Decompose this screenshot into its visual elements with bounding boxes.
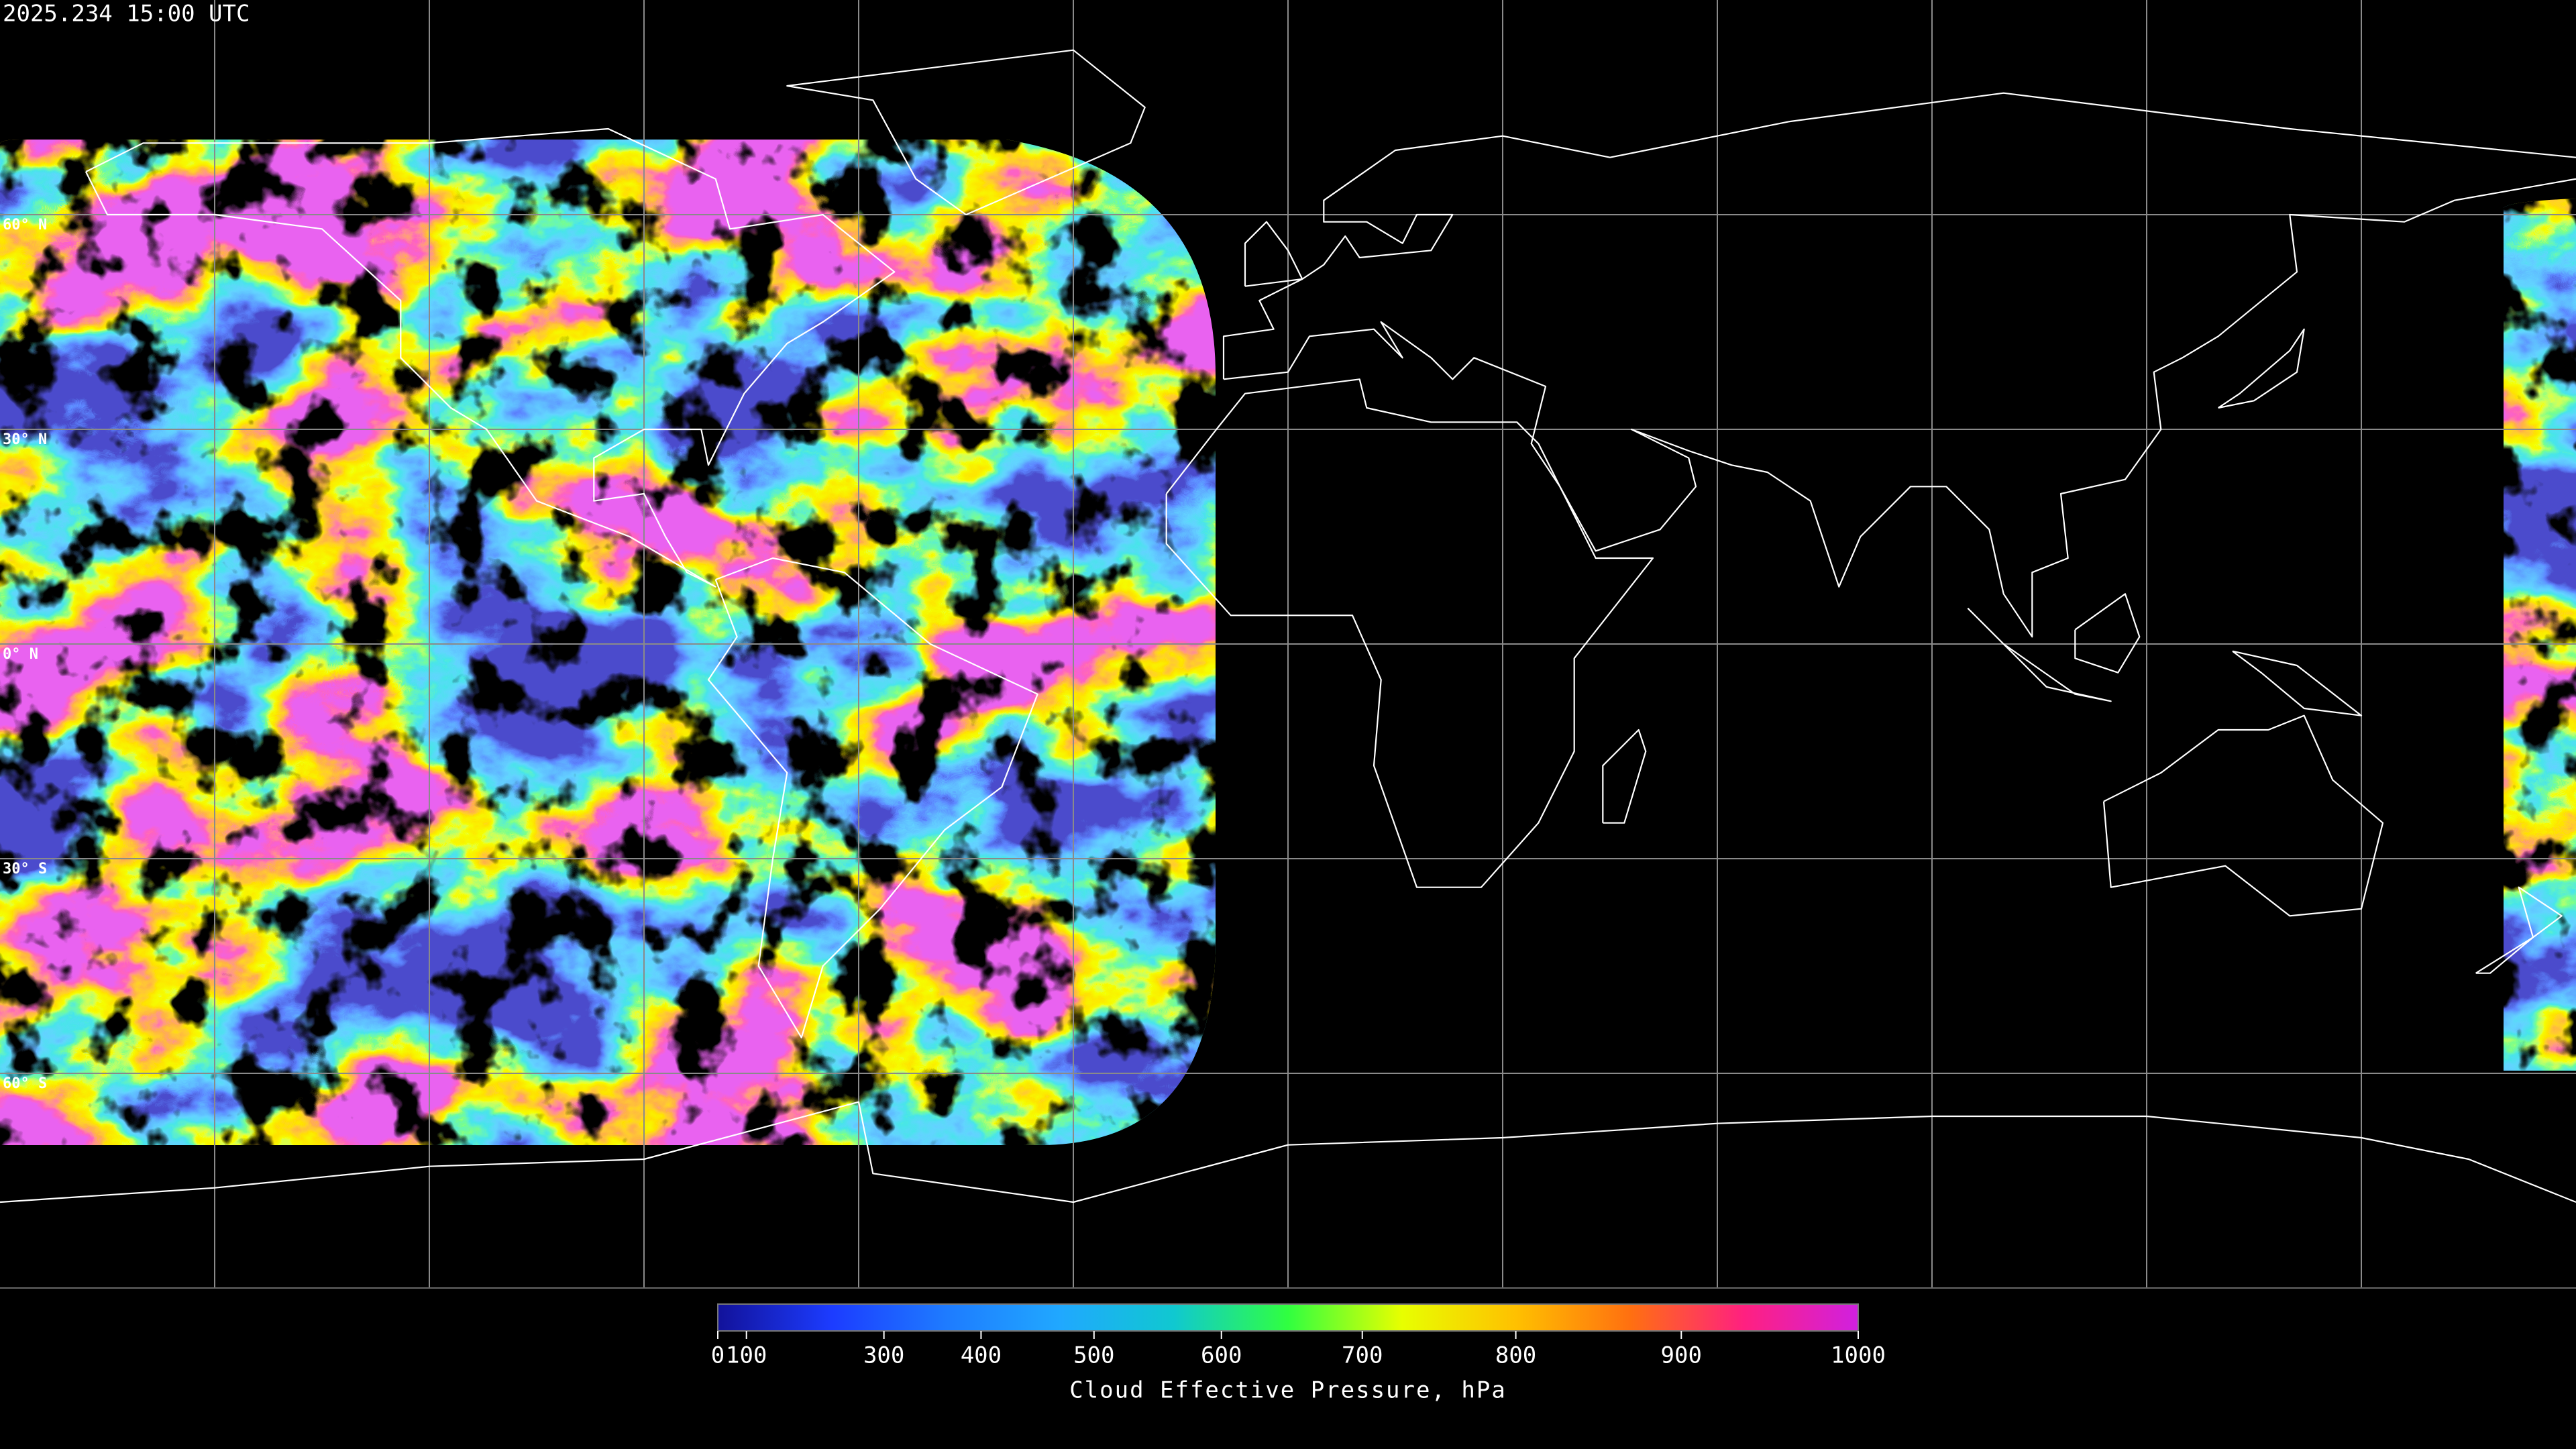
coastline (1222, 92, 2576, 380)
coastlines (0, 49, 2576, 1203)
colorbar-ramp (717, 1303, 1859, 1332)
coastline (2102, 714, 2384, 917)
coastline (707, 557, 1038, 1038)
colorbar-tick-label: 800 (1495, 1342, 1536, 1369)
coastline (2232, 650, 2363, 716)
colorbar-tick-label: 700 (1342, 1342, 1383, 1369)
coastline (1223, 178, 2576, 638)
latitude-label: 0° N (3, 646, 38, 663)
coastline (1602, 729, 1647, 824)
coastline (1165, 378, 1654, 888)
coastline (85, 127, 896, 588)
colorbar-tick-label: 600 (1201, 1342, 1242, 1369)
latitude-label: 60° N (3, 217, 47, 233)
colorbar-tick-label: 500 (1073, 1342, 1114, 1369)
timestamp: 2025.234 15:00 UTC (3, 1, 250, 28)
coastline (2475, 886, 2563, 974)
latitude-labels: 60° N 30° N 0° N 30° S 60° S (3, 217, 47, 1092)
colorbar-tick-label: 300 (863, 1342, 904, 1369)
coastline (1967, 607, 2112, 702)
coastline (2218, 328, 2305, 409)
colorbar: Cloud Effective Pressure, hPa 0 100 300 400… (711, 1303, 1886, 1404)
colorbar-tick-label: 900 (1661, 1342, 1702, 1369)
coastline (786, 49, 1146, 216)
colorbar-tick-label: 0 (711, 1342, 724, 1369)
latitude-label: 30° S (3, 861, 47, 877)
coastline (0, 1101, 2576, 1203)
latitude-label: 60° S (3, 1075, 47, 1092)
colorbar-tick-label: 400 (961, 1342, 1002, 1369)
colorbar-tick-label: 1000 (1831, 1342, 1886, 1369)
coastline (1244, 221, 1303, 287)
coastline (2074, 593, 2141, 674)
colorbar-label: Cloud Effective Pressure, hPa (1069, 1377, 1507, 1404)
latitude-label: 30° N (3, 431, 47, 448)
graticule (0, 0, 2576, 1288)
colorbar-tick-label: 100 (726, 1342, 767, 1369)
